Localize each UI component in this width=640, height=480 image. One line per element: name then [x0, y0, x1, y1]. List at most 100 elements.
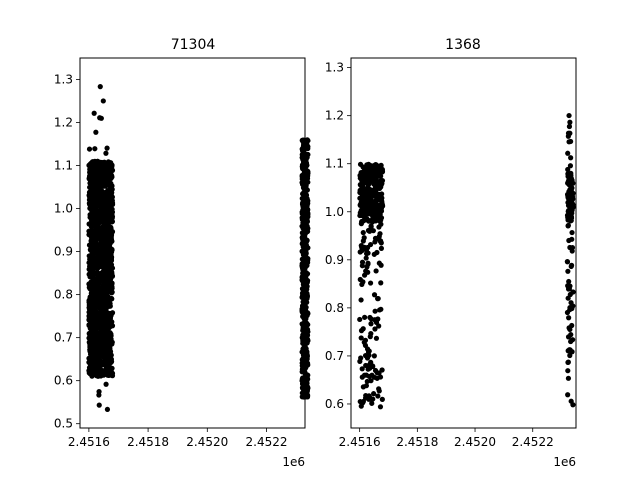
data-point: [373, 184, 379, 190]
y-tick-label: 0.7: [325, 349, 344, 363]
data-point: [359, 259, 366, 265]
data-point: [86, 253, 92, 259]
data-point: [568, 262, 575, 268]
data-point: [109, 194, 115, 200]
data-point: [100, 296, 106, 302]
data-point: [368, 211, 374, 217]
data-point: [565, 195, 571, 201]
data-point: [301, 139, 307, 145]
data-point: [568, 398, 574, 404]
data-point: [566, 315, 572, 321]
subplot-2: 1368 0.60.70.80.91.01.11.21.3 2.4516 2.45…: [325, 37, 577, 469]
data-point: [368, 321, 374, 327]
data-point: [104, 290, 110, 296]
y-tick-label: 0.6: [54, 374, 73, 388]
data-point: [364, 193, 371, 199]
data-point: [378, 240, 384, 246]
data-point: [300, 286, 306, 292]
data-point: [377, 404, 384, 410]
data-point: [375, 164, 381, 170]
data-point: [362, 337, 369, 343]
data-point: [301, 344, 307, 351]
data-point: [379, 169, 385, 175]
data-point: [375, 316, 381, 322]
y-tick-label: 1.0: [54, 202, 73, 216]
x-tick-label: 2.4522: [246, 435, 288, 449]
data-point: [108, 365, 114, 372]
data-point: [367, 188, 373, 194]
data-point: [359, 202, 365, 208]
data-point: [87, 271, 93, 277]
data-point: [568, 155, 574, 161]
data-point: [302, 248, 309, 255]
data-point: [92, 297, 98, 303]
data-point: [104, 189, 110, 196]
data-point: [565, 368, 571, 374]
data-point: [86, 322, 92, 329]
data-point: [93, 327, 99, 333]
data-point: [366, 373, 372, 380]
data-point: [87, 266, 93, 272]
data-point: [374, 174, 380, 180]
data-point: [569, 229, 575, 236]
data-point: [565, 392, 571, 398]
data-point: [376, 260, 382, 266]
y-tick-label: 0.8: [325, 301, 344, 315]
data-point: [569, 322, 575, 329]
data-point: [109, 373, 116, 379]
data-point: [380, 203, 386, 209]
data-point: [104, 366, 110, 372]
data-point: [87, 247, 93, 253]
data-point: [87, 340, 93, 346]
data-point: [87, 214, 93, 220]
data-point: [94, 158, 101, 164]
data-point: [87, 304, 93, 310]
data-point: [303, 191, 309, 197]
data-point: [358, 297, 364, 303]
data-point: [372, 235, 379, 241]
data-point: [359, 366, 365, 372]
data-point: [94, 202, 100, 208]
data-point: [88, 364, 95, 371]
data-point: [88, 163, 95, 169]
data-point: [564, 212, 571, 218]
data-point: [304, 271, 311, 277]
data-point: [357, 182, 364, 188]
data-point: [106, 171, 112, 177]
data-point: [302, 316, 309, 322]
data-point: [86, 228, 92, 234]
data-point: [568, 300, 574, 306]
data-point: [96, 372, 103, 378]
data-point: [568, 138, 574, 145]
y-tick-label: 1.3: [325, 61, 344, 75]
data-point: [565, 150, 571, 156]
data-point: [86, 299, 92, 305]
data-point: [305, 225, 311, 232]
data-point: [368, 200, 375, 207]
data-point: [98, 263, 104, 270]
subplot-1-x-offset-label: 1e6: [282, 455, 305, 469]
data-point: [91, 181, 97, 187]
data-point: [94, 222, 101, 228]
data-point: [566, 347, 573, 353]
subplot-1-x-ticks: 2.4516 2.4518 2.4520 2.4522: [68, 428, 288, 449]
data-point: [104, 145, 110, 151]
data-point: [89, 159, 96, 165]
data-point: [299, 201, 306, 207]
data-point: [566, 278, 572, 285]
data-point: [361, 165, 367, 171]
data-point: [368, 378, 374, 384]
data-point: [374, 197, 380, 203]
data-point: [305, 214, 311, 220]
data-point: [304, 384, 311, 390]
data-point: [91, 271, 98, 277]
data-point: [368, 223, 374, 229]
data-point: [357, 276, 363, 283]
data-point: [364, 264, 370, 270]
data-point: [360, 238, 366, 244]
data-point: [100, 208, 106, 214]
data-point: [299, 261, 305, 267]
data-point: [104, 284, 110, 290]
data-point: [567, 352, 573, 359]
subplot-1-title: 71304: [171, 37, 216, 53]
